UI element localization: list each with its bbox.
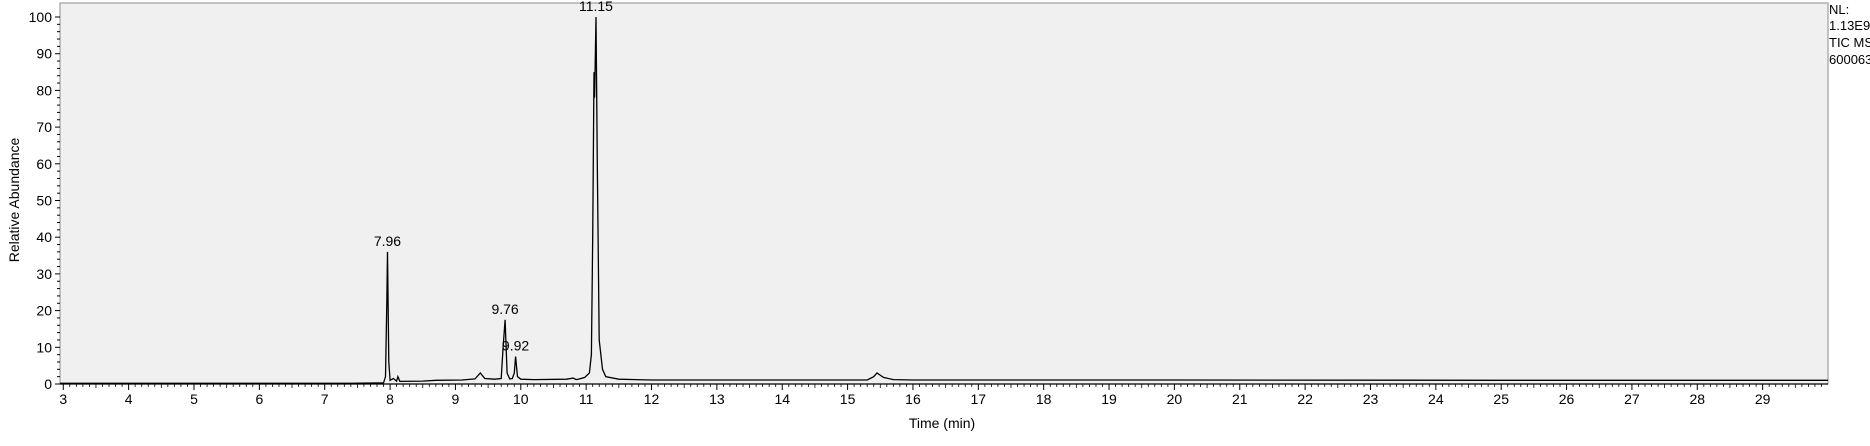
y-tick-label: 70 — [36, 119, 52, 135]
y-tick-label: 90 — [36, 46, 52, 62]
y-axis-title: Relative Abundance — [6, 138, 22, 263]
x-tick-label: 28 — [1689, 391, 1705, 407]
x-tick-label: 27 — [1624, 391, 1640, 407]
peak-label: 7.96 — [374, 233, 401, 249]
y-tick-label: 100 — [29, 9, 53, 25]
x-tick-label: 11 — [579, 391, 594, 407]
x-tick-label: 3 — [59, 391, 67, 407]
y-tick-label: 50 — [36, 193, 52, 209]
x-tick-label: 19 — [1101, 391, 1117, 407]
x-tick-label: 4 — [125, 391, 133, 407]
x-axis-ticks: 3 4 5 6 7 8 9 10 11 12 13 14 15 16 17 18 19 20 21 22 23 24 25 2… — [59, 383, 1828, 407]
x-axis-title: Time (min) — [909, 415, 975, 431]
x-tick-label: 13 — [709, 391, 725, 407]
x-tick-label: 20 — [1167, 391, 1183, 407]
peak-label: 11.15 — [579, 0, 613, 14]
x-tick-label: 10 — [513, 391, 529, 407]
x-tick-label: 14 — [774, 391, 790, 407]
peak-label: 9.76 — [491, 301, 518, 317]
x-tick-label: 7 — [321, 391, 329, 407]
y-tick-label: 10 — [36, 339, 52, 355]
y-tick-label: 40 — [36, 229, 52, 245]
info-line: 600063 — [1829, 52, 1870, 67]
x-tick-label: 5 — [190, 391, 198, 407]
x-tick-label: 26 — [1559, 391, 1575, 407]
x-tick-label: 22 — [1297, 391, 1313, 407]
chromatogram-trace — [60, 16, 1828, 384]
info-line: TIC MS — [1829, 35, 1870, 50]
x-tick-label: 9 — [452, 391, 460, 407]
x-tick-label: 24 — [1428, 391, 1444, 407]
info-panel: NL: 1.13E9 TIC MS 600063 — [1829, 2, 1870, 67]
x-tick-label: 16 — [905, 391, 921, 407]
y-tick-label: 30 — [36, 266, 52, 282]
info-line: NL: — [1829, 2, 1849, 17]
y-tick-label: 80 — [36, 82, 52, 98]
peak-labels: 7.96 9.76 9.92 11.15 — [374, 0, 613, 353]
x-tick-label: 6 — [255, 391, 263, 407]
x-tick-label: 8 — [386, 391, 394, 407]
x-tick-label: 17 — [971, 391, 987, 407]
plot-area-background — [59, 2, 1829, 385]
y-tick-label: 60 — [36, 156, 52, 172]
y-tick-label: 0 — [44, 376, 52, 392]
x-tick-label: 23 — [1363, 391, 1379, 407]
x-tick-label: 25 — [1493, 391, 1509, 407]
info-line: 1.13E9 — [1829, 18, 1870, 33]
y-axis-ticks: 0 10 20 30 40 50 60 70 80 90 100 — [29, 9, 60, 392]
peak-label: 9.92 — [502, 337, 529, 353]
x-tick-label: 12 — [644, 391, 660, 407]
y-tick-label: 20 — [36, 303, 52, 319]
x-tick-label: 29 — [1755, 391, 1771, 407]
x-tick-label: 21 — [1232, 391, 1248, 407]
x-tick-label: 15 — [840, 391, 856, 407]
x-tick-label: 18 — [1036, 391, 1052, 407]
